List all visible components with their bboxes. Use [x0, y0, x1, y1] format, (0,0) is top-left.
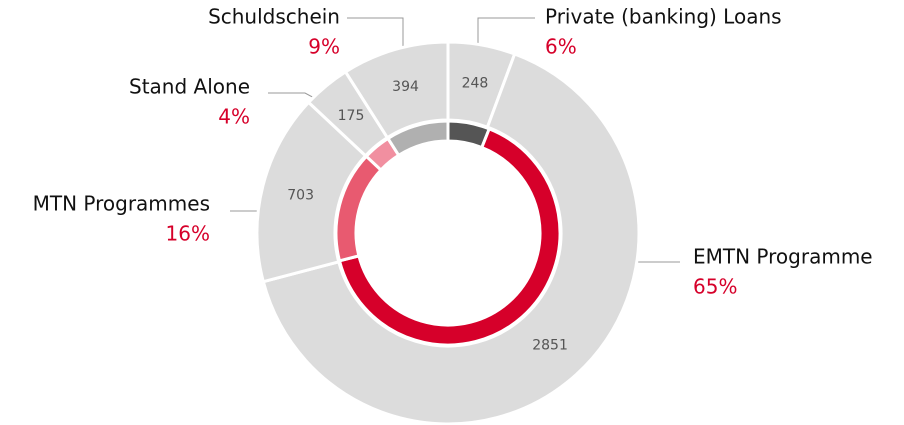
- percent-label: 65%: [693, 275, 737, 299]
- value-label: 175: [338, 108, 365, 124]
- percent-label: 16%: [166, 222, 210, 246]
- percent-label: 4%: [218, 105, 250, 129]
- percent-label: 6%: [545, 35, 577, 59]
- donut-segment: [385, 119, 450, 158]
- value-label: 248: [462, 75, 489, 91]
- category-label: Stand Alone: [129, 75, 250, 99]
- value-label: 394: [392, 79, 419, 95]
- category-label: EMTN Programme: [693, 245, 873, 269]
- category-label: Private (banking) Loans: [545, 5, 782, 29]
- value-label: 703: [287, 188, 314, 204]
- leader-line: [477, 17, 535, 46]
- category-label: MTN Programmes: [33, 192, 210, 216]
- category-label: Schuldschein: [208, 5, 340, 29]
- value-label: 2851: [532, 338, 568, 354]
- percent-label: 9%: [308, 35, 340, 59]
- leader-line: [347, 17, 404, 46]
